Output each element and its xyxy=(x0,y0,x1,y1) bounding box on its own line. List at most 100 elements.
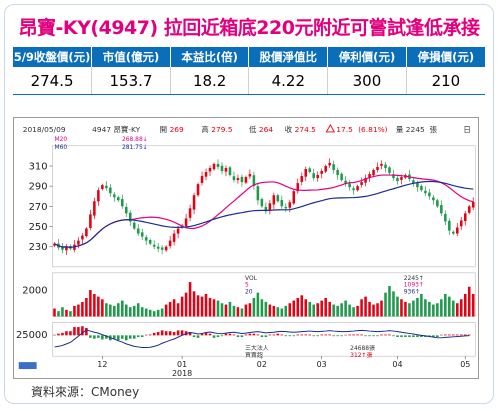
candle-body xyxy=(284,206,288,209)
ma-legend-value: 281.75↓ xyxy=(122,144,148,151)
indicator-bar xyxy=(216,335,220,338)
info-volume: 2245 xyxy=(406,125,425,134)
candle-body xyxy=(196,184,200,196)
source-note: 資料來源：CMoney xyxy=(31,385,140,399)
indicator-bar xyxy=(204,332,208,336)
candle-body xyxy=(224,167,228,172)
candle-body xyxy=(89,214,92,228)
stats-header: 5/9收盤價(元) xyxy=(13,47,93,67)
volume-bar xyxy=(220,303,224,317)
indicator-bar xyxy=(360,334,363,336)
volume-bar xyxy=(216,300,220,317)
candle-body xyxy=(268,203,272,211)
x-tick-label: 05 xyxy=(460,360,470,369)
indicator-bar xyxy=(264,335,268,338)
candle-body xyxy=(164,246,168,251)
price-panel xyxy=(52,145,476,268)
candle-body xyxy=(460,220,463,227)
volume-bar xyxy=(424,299,427,317)
indicator-bar xyxy=(288,335,292,337)
candle-body xyxy=(113,194,116,198)
indicator-bar xyxy=(412,335,415,338)
volume-bar xyxy=(364,296,367,317)
volume-bar xyxy=(248,303,252,317)
volume-bar xyxy=(152,311,156,317)
volume-bar xyxy=(471,293,475,317)
volume-bar xyxy=(436,303,439,317)
volume-bar xyxy=(463,293,467,317)
candle-body xyxy=(467,206,471,213)
volume-bar xyxy=(69,311,72,317)
volume-bar xyxy=(236,307,240,317)
volume-bar xyxy=(340,303,343,317)
candle-body xyxy=(384,164,387,168)
volume-bar xyxy=(388,286,391,317)
stats-value: 153.7 xyxy=(91,67,171,95)
x-year-label: 2018 xyxy=(172,369,192,378)
volume-legend-value: 2245↑ xyxy=(404,275,424,282)
indicator-bar xyxy=(196,335,200,338)
candle-body xyxy=(176,228,180,234)
indicator-bar xyxy=(148,334,152,336)
candle-body xyxy=(336,170,339,176)
indicator-bar xyxy=(340,335,343,337)
indicator-bar xyxy=(252,333,256,336)
stats-header-row: 5/9收盤價(元) 市值(億元) 本益比(倍) 股價淨值比 停利價(元) 停損價… xyxy=(13,47,485,67)
indicator-bar xyxy=(256,334,260,336)
stats-value: 274.5 xyxy=(13,67,93,95)
volume-bar xyxy=(408,303,411,317)
stats-header: 本益比(倍) xyxy=(170,47,250,67)
candle-body xyxy=(256,186,260,201)
indicator-bar xyxy=(85,327,88,336)
indicator-bar xyxy=(328,334,331,336)
candle-body xyxy=(432,197,435,201)
candle-body xyxy=(448,220,451,231)
volume-bar xyxy=(156,309,160,317)
indicator-bar xyxy=(156,332,160,336)
volume-bar xyxy=(444,293,447,317)
candle-body xyxy=(172,233,176,242)
volume-bar xyxy=(240,308,244,317)
candle-body xyxy=(160,247,164,250)
indicator-bar xyxy=(101,335,104,340)
indicator-bar xyxy=(244,334,248,336)
candle-body xyxy=(204,172,208,177)
volume-bar xyxy=(292,300,296,317)
indicator-bar xyxy=(352,334,355,336)
indicator-bar xyxy=(388,334,391,336)
indicator-bar xyxy=(192,335,196,338)
candle-body xyxy=(388,167,391,174)
candle-body xyxy=(184,218,188,227)
candle-body xyxy=(236,178,240,181)
volume-legend-value: 1093↑ xyxy=(404,282,424,289)
candle-body xyxy=(428,192,431,197)
x-tick-label: 01 xyxy=(177,360,187,369)
candle-body xyxy=(456,227,459,234)
indicator-legend-sublabel: 買賣超 xyxy=(245,351,263,359)
indicator-bar xyxy=(73,327,76,336)
volume-bar xyxy=(65,309,68,317)
candle-body xyxy=(121,199,124,207)
stats-header: 股價淨值比 xyxy=(248,47,329,67)
indicator-bar xyxy=(136,335,140,338)
candle-body xyxy=(152,244,156,247)
candle-body xyxy=(452,231,455,234)
volume-bar xyxy=(53,308,56,317)
indicator-bar xyxy=(300,334,304,336)
indicator-bar xyxy=(376,335,379,337)
indicator-bar xyxy=(304,334,308,336)
volume-bar xyxy=(272,305,276,317)
candle-body xyxy=(93,201,96,216)
indicator-bar xyxy=(188,332,192,336)
candle-body xyxy=(240,176,244,183)
indicator-bar xyxy=(444,334,447,336)
volume-tick-label: 2000 xyxy=(22,285,47,296)
indicator-bar xyxy=(368,335,371,337)
x-tick-label: 12 xyxy=(97,360,107,369)
candle-body xyxy=(276,195,280,202)
indicator-legend-change: 312↑張 xyxy=(350,352,372,359)
candle-body xyxy=(412,180,415,184)
indicator-bar xyxy=(460,334,463,336)
indicator-bar xyxy=(128,335,132,339)
candle-body xyxy=(332,164,335,170)
